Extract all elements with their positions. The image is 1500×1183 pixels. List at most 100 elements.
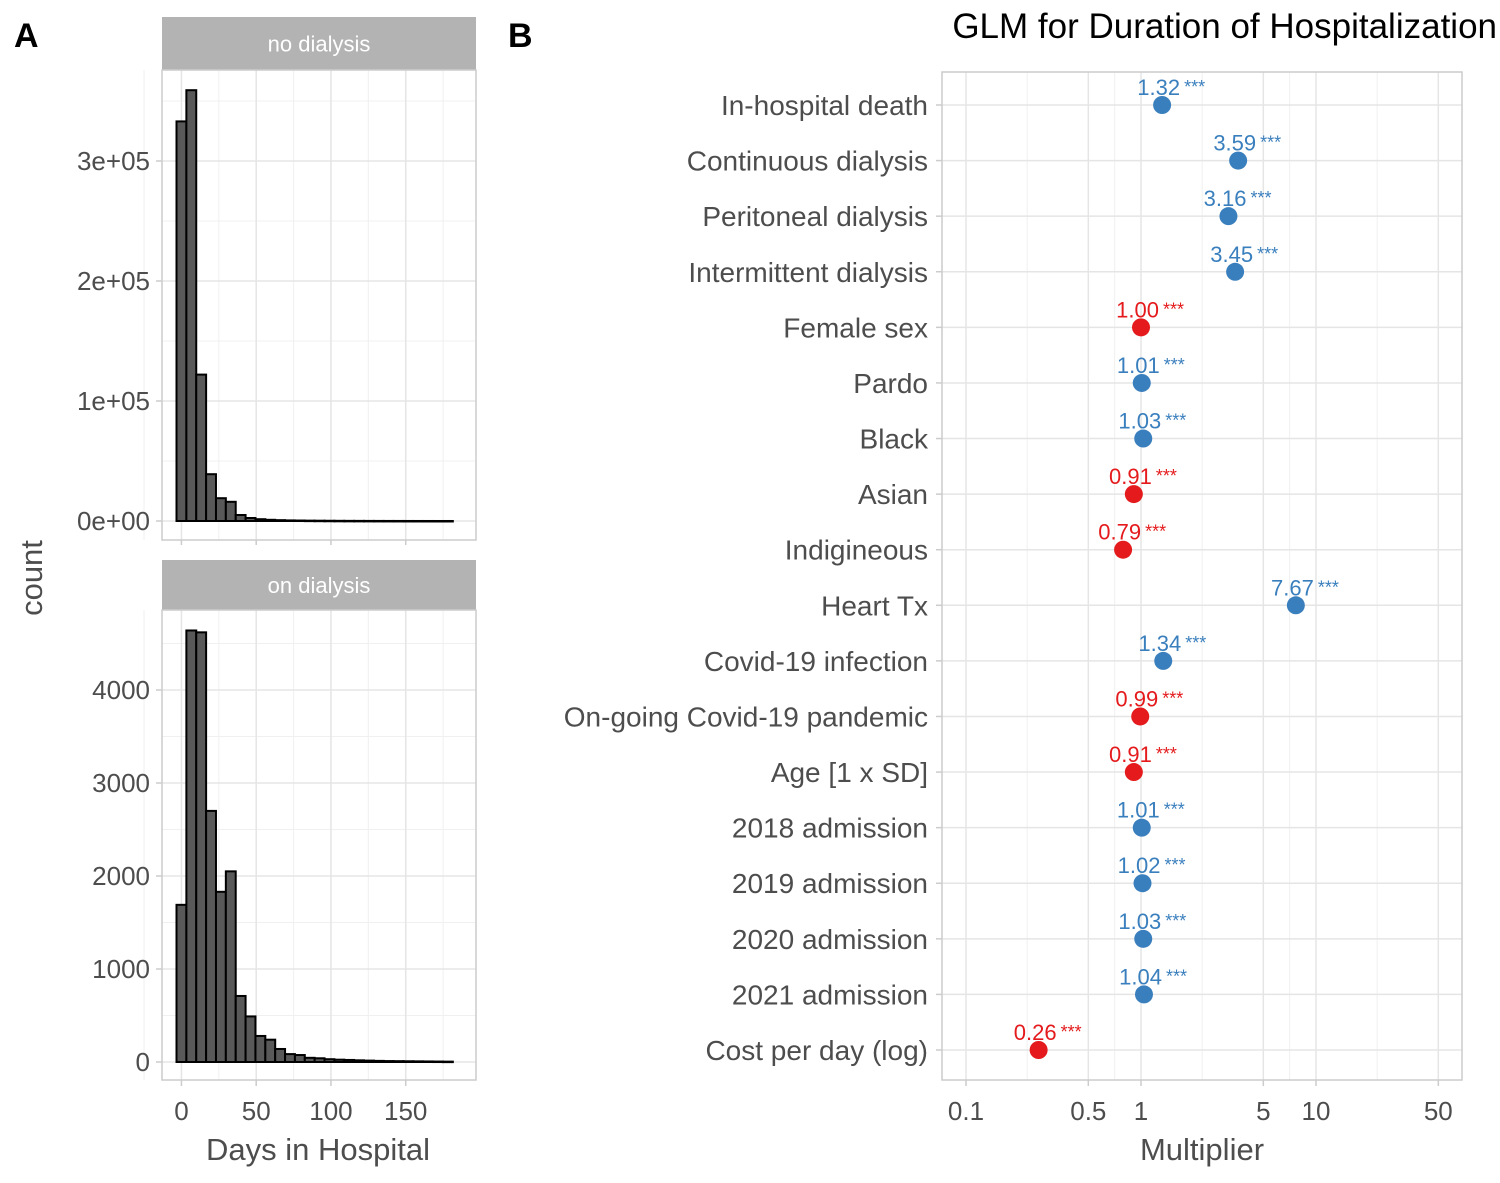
histogram-bar [353, 1059, 366, 1064]
histogram-bar [274, 1047, 287, 1063]
significance-stars: *** [1318, 577, 1339, 597]
histogram-bar [353, 519, 366, 523]
histogram-bar [234, 514, 247, 522]
histogram-bar [175, 120, 188, 523]
estimate-point [1133, 874, 1152, 893]
estimate-label: 0.26 [1014, 1020, 1057, 1045]
y-tick-label: 3e+05 [77, 146, 150, 176]
estimate-label: 0.79 [1098, 520, 1141, 545]
significance-stars: *** [1166, 966, 1187, 986]
histogram-bar [264, 1038, 277, 1064]
category-label: 2018 admission [732, 813, 928, 844]
histogram-bar [254, 518, 267, 523]
forest-plot: In-hospital death Continuous dialysis Peri… [564, 71, 1463, 1126]
y-tick-label: 0e+00 [77, 506, 150, 536]
y-axis-title-count: count [14, 540, 49, 616]
category-label: In-hospital death [721, 90, 928, 121]
estimate-label: 1.03 [1118, 909, 1161, 934]
y-tick-label: 2e+05 [77, 266, 150, 296]
y-tick-label: 4000 [92, 675, 150, 705]
estimate-point [1029, 1041, 1048, 1059]
estimate-point [1226, 262, 1245, 281]
histogram-bar [254, 1034, 267, 1063]
estimate-label: 1.00 [1116, 297, 1159, 322]
histogram-bar [432, 1060, 444, 1064]
x-axis-title-days: Days in Hospital [206, 1132, 430, 1167]
estimate-label: 3.45 [1210, 242, 1253, 267]
estimate-point [1154, 651, 1173, 670]
estimate-label: 1.32 [1137, 75, 1180, 100]
histogram-bar [343, 519, 356, 523]
category-label: Heart Tx [821, 590, 928, 621]
estimate-label: 1.02 [1118, 853, 1161, 878]
histogram-bar [343, 1058, 356, 1063]
category-label: Age [1 x SD] [771, 757, 928, 788]
histogram-bar [412, 1060, 425, 1063]
histogram-bar [402, 519, 415, 523]
histogram-bar [323, 1058, 336, 1063]
estimate-point [1132, 373, 1151, 392]
panel-border [161, 69, 477, 541]
significance-stars: *** [1145, 522, 1166, 542]
x-tick-label: 1 [1134, 1096, 1148, 1126]
histogram-bar [333, 519, 346, 523]
x-tick-label: 0 [174, 1096, 188, 1126]
histogram-bar [284, 519, 296, 523]
y-tick-label: 3000 [92, 768, 150, 798]
facet-no-dialysis: no dialysis 0e+00 1e+05 2e+05 3e+05 [77, 17, 477, 545]
estimate-label: 0.91 [1109, 464, 1152, 489]
histogram-bar [333, 1058, 346, 1064]
histogram-bar [224, 870, 237, 1063]
panel-border [161, 609, 477, 1081]
histogram-bar [422, 519, 435, 523]
significance-stars: *** [1165, 855, 1186, 875]
x-tick-label: 5 [1256, 1096, 1270, 1126]
histogram-bar [422, 1060, 435, 1064]
x-tick-label: 10 [1302, 1096, 1331, 1126]
histogram-bar [412, 519, 425, 523]
panel-border [941, 71, 1463, 1081]
histogram-bar [392, 519, 405, 523]
category-label: 2019 admission [732, 868, 928, 899]
estimate-label: 0.99 [1115, 686, 1158, 711]
estimate-point [1131, 707, 1150, 726]
significance-stars: *** [1061, 1022, 1082, 1042]
x-tick-label: 0.1 [948, 1096, 984, 1126]
histogram-bar [205, 473, 217, 523]
histogram-bar [214, 890, 227, 1063]
histogram-bar [313, 1057, 326, 1064]
panel-b-letter: B [508, 17, 533, 55]
histogram-bar [264, 518, 277, 522]
histogram-bar [303, 1056, 316, 1063]
histogram-bar [185, 629, 198, 1063]
estimate-label: 1.34 [1138, 631, 1181, 656]
panel-a-letter: A [14, 17, 39, 55]
estimate-point [1229, 151, 1248, 170]
significance-stars: *** [1163, 299, 1184, 319]
histogram-bar [363, 1059, 375, 1063]
estimate-point [1153, 96, 1172, 114]
category-label: 2020 admission [732, 924, 928, 955]
x-tick-label: 150 [384, 1096, 427, 1126]
x-tick-label: 100 [309, 1096, 352, 1126]
estimate-label: 1.03 [1118, 409, 1161, 434]
histogram-bar [441, 519, 454, 523]
histogram-bar [323, 519, 336, 523]
significance-stars: *** [1162, 688, 1183, 708]
estimate-point [1132, 818, 1151, 837]
category-label: Pardo [853, 368, 928, 399]
histogram-bar [244, 517, 257, 522]
histogram-bar [175, 903, 188, 1064]
histogram-bar [392, 1060, 405, 1063]
x-tick-label: 50 [242, 1096, 271, 1126]
x-tick-label: 50 [1424, 1096, 1453, 1126]
y-tick-label: 0 [136, 1047, 150, 1077]
histogram-bar [205, 809, 217, 1064]
estimate-label: 3.59 [1213, 131, 1256, 156]
estimate-point [1132, 318, 1150, 337]
y-tick-label: 1e+05 [77, 386, 150, 416]
estimate-point [1124, 763, 1143, 782]
histogram-bar [382, 1060, 395, 1063]
histogram-bar [293, 519, 306, 523]
